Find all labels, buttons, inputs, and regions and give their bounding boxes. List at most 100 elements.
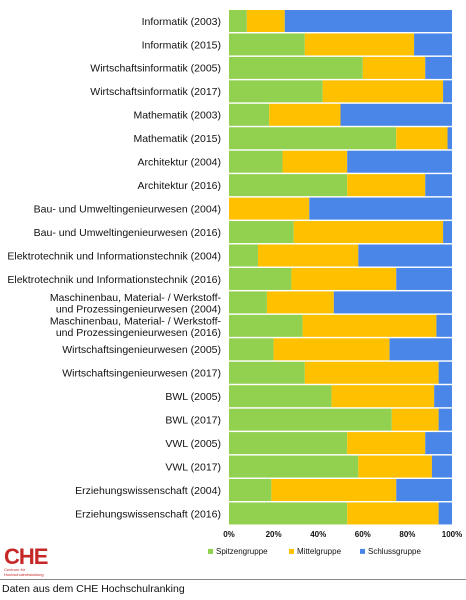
category-label: Maschinenbau, Material- / Werkstoff-und … (50, 292, 222, 316)
category-label: VWL (2017) (165, 461, 221, 473)
bar-segment-schlussgruppe (396, 479, 452, 501)
legend-swatch (208, 548, 213, 554)
bar-segment-mittelgruppe (347, 174, 426, 197)
bar-segment-mittelgruppe (273, 338, 390, 361)
bar-segment-spitzengruppe (229, 33, 305, 56)
bar-segment-mittelgruppe (293, 221, 444, 244)
bar-segment-mittelgruppe (304, 361, 439, 384)
legend-swatch (360, 548, 365, 554)
bar-segment-spitzengruppe (229, 10, 247, 32)
category-label: Informatik (2003) (142, 16, 221, 28)
x-tick-label: 20% (266, 530, 282, 539)
che-logo: CHE Centrum für Hochschulentwicklung (4, 546, 64, 582)
bar-segment-schlussgruppe (284, 10, 452, 32)
bar-segment-spitzengruppe (229, 267, 292, 290)
category-label: Mathematik (2015) (133, 133, 221, 145)
legend-label: Mittelgruppe (297, 547, 342, 556)
x-tick-label: 80% (399, 530, 415, 539)
bar-segment-schlussgruppe (447, 127, 452, 150)
footer-divider (0, 579, 466, 580)
bar-segment-schlussgruppe (438, 361, 452, 384)
x-tick-label: 40% (310, 530, 326, 539)
bar-segment-schlussgruppe (389, 338, 452, 361)
x-tick-label: 60% (355, 530, 371, 539)
bar-segment-mittelgruppe (322, 80, 444, 103)
bar-segment-mittelgruppe (396, 127, 448, 150)
bar-segment-spitzengruppe (229, 174, 348, 197)
bar-segment-mittelgruppe (304, 33, 415, 56)
bar-segment-mittelgruppe (391, 408, 439, 431)
x-tick-label: 100% (442, 530, 462, 539)
source-note: Daten aus dem CHE Hochschulranking (2, 583, 185, 595)
category-label: Architektur (2004) (138, 157, 221, 169)
bar-segment-schlussgruppe (425, 174, 452, 197)
bar-segment-mittelgruppe (266, 291, 334, 314)
bar-segment-mittelgruppe (358, 455, 432, 478)
bar-segment-schlussgruppe (425, 432, 452, 455)
bar-segment-mittelgruppe (257, 244, 359, 267)
bar-segment-schlussgruppe (333, 291, 452, 314)
bar-segment-spitzengruppe (229, 314, 303, 337)
bar-segment-spitzengruppe (229, 291, 267, 314)
bar-segment-spitzengruppe (229, 127, 397, 150)
category-label: Bau- und Umweltingenieurwesen (2016) (34, 227, 221, 239)
bar-segment-schlussgruppe (438, 408, 452, 431)
bar-segment-spitzengruppe (229, 455, 359, 478)
bar-segment-schlussgruppe (396, 267, 452, 290)
logo-subtext: Centrum für Hochschulentwicklung (4, 567, 44, 577)
bar-segment-spitzengruppe (229, 408, 392, 431)
bar-segment-spitzengruppe (229, 150, 283, 173)
bar-segment-mittelgruppe (302, 314, 437, 337)
category-label: BWL (2017) (165, 414, 221, 426)
legend-label: Spitzengruppe (216, 547, 268, 556)
bar-segment-schlussgruppe (436, 314, 452, 337)
legend-label: Schlussgruppe (368, 547, 421, 556)
bar-segment-spitzengruppe (229, 385, 332, 408)
bar-segment-spitzengruppe (229, 56, 363, 79)
bar-segment-spitzengruppe (229, 221, 294, 244)
bar-segment-schlussgruppe (347, 150, 452, 173)
logo-mark: CHE (4, 544, 48, 569)
category-label: Elektrotechnik und Informationstechnik (… (7, 250, 221, 262)
category-label: Erziehungswissenschaft (2004) (75, 485, 221, 497)
category-label-line: und Prozessingenieurwesen (2004) (56, 303, 221, 315)
bar-segment-mittelgruppe (246, 10, 285, 32)
category-label: Wirtschaftsinformatik (2005) (90, 63, 221, 75)
bar-segment-spitzengruppe (229, 244, 258, 267)
bar-segment-mittelgruppe (271, 479, 397, 501)
bar-segment-schlussgruppe (431, 455, 452, 478)
bar-segment-spitzengruppe (229, 80, 323, 103)
bar-segment-spitzengruppe (229, 479, 272, 501)
category-label: Bau- und Umweltingenieurwesen (2004) (34, 203, 221, 215)
bar-segment-mittelgruppe (347, 432, 426, 455)
category-label: Informatik (2015) (142, 39, 221, 51)
category-label: Wirtschaftsinformatik (2017) (90, 86, 221, 98)
bar-segment-schlussgruppe (434, 385, 452, 408)
category-label-line: Maschinenbau, Material- / Werkstoff- (50, 315, 222, 327)
bar-segment-mittelgruppe (362, 56, 426, 79)
category-label: Mathematik (2003) (133, 110, 221, 122)
bar-segment-spitzengruppe (229, 338, 274, 361)
category-label: Elektrotechnik und Informationstechnik (… (7, 274, 221, 286)
category-label: Erziehungswissenschaft (2016) (75, 508, 221, 520)
category-label: Wirtschaftsingenieurwesen (2017) (62, 368, 221, 380)
bar-segment-schlussgruppe (358, 244, 452, 267)
bar-segment-mittelgruppe (269, 103, 341, 126)
bar-segment-spitzengruppe (229, 103, 270, 126)
bar-segment-spitzengruppe (229, 432, 348, 455)
bar-segment-mittelgruppe (282, 150, 348, 173)
category-label: Architektur (2016) (138, 180, 221, 192)
bar-segment-schlussgruppe (414, 33, 452, 56)
bar-segment-mittelgruppe (347, 502, 439, 525)
category-label: Wirtschaftsingenieurwesen (2005) (62, 344, 221, 356)
category-label-line: und Prozessingenieurwesen (2016) (56, 327, 221, 339)
bar-segment-schlussgruppe (438, 502, 452, 525)
legend-swatch (289, 548, 294, 554)
x-tick-label: 0% (223, 530, 235, 539)
bar-segment-schlussgruppe (443, 221, 452, 244)
bar-segment-spitzengruppe (229, 361, 305, 384)
bar-segment-schlussgruppe (425, 56, 452, 79)
bar-segment-mittelgruppe (229, 197, 310, 220)
category-label: VWL (2005) (165, 438, 221, 450)
